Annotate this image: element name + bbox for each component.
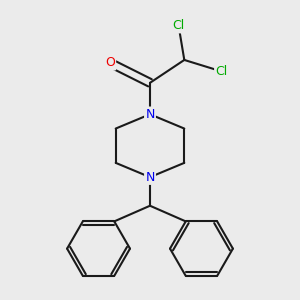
Text: N: N	[145, 171, 155, 184]
Text: N: N	[145, 108, 155, 121]
Text: Cl: Cl	[215, 65, 228, 78]
Text: Cl: Cl	[172, 19, 185, 32]
Text: O: O	[105, 56, 115, 69]
